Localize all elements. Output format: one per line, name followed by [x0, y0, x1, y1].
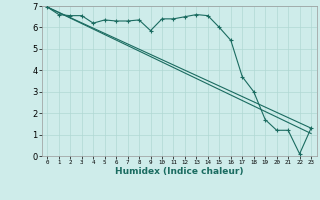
X-axis label: Humidex (Indice chaleur): Humidex (Indice chaleur)	[115, 167, 244, 176]
